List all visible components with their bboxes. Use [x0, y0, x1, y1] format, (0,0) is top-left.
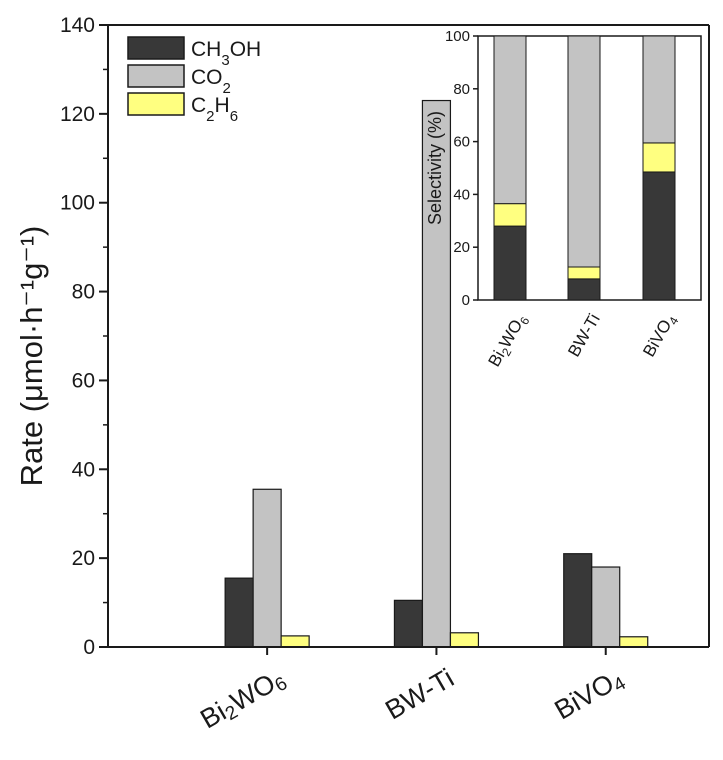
x-category-label: BW-Ti [380, 663, 459, 726]
bar-CH3OH-BiVO4 [563, 553, 593, 648]
inset-y-tick-label: 20 [453, 239, 470, 256]
x-category-label: BiVO4 [550, 663, 631, 729]
y-tick-label: 100 [60, 192, 95, 215]
inset-bar-C2H6-BW-Ti [567, 266, 601, 280]
bar-CO2-BiVO4 [591, 566, 621, 648]
bar-CO2-Bi2WO6 [252, 488, 282, 648]
bar-CH3OH-BW-Ti [393, 599, 424, 648]
y-tick-label: 40 [72, 458, 95, 481]
inset-bar-CH3OH-BiVO4 [642, 171, 676, 301]
y-tick-label: 140 [60, 14, 95, 37]
legend-label-CO2: CO2 [191, 66, 231, 97]
inset-y-tick-label: 80 [453, 81, 470, 98]
y-tick-label: 120 [60, 103, 95, 126]
inset-category-label: BW-Ti [564, 311, 604, 361]
legend-swatch-C2H6 [127, 92, 185, 116]
inset-bar-CO2-BW-Ti [567, 35, 601, 268]
y-tick-label: 0 [83, 636, 95, 659]
inset-y-tick-label: 60 [453, 134, 470, 151]
bar-C2H6-Bi2WO6 [280, 635, 310, 648]
legend-swatch-CH3OH [127, 36, 185, 60]
inset-bar-CH3OH-Bi2WO6 [493, 225, 527, 301]
inset-category-label: Bi2WO6 [485, 310, 533, 371]
bar-C2H6-BiVO4 [619, 636, 649, 648]
y-tick-label: 60 [72, 369, 95, 392]
y-tick-label: 20 [72, 547, 95, 570]
legend-swatch-CO2 [127, 64, 185, 88]
inset-bar-C2H6-BiVO4 [642, 142, 676, 173]
legend-label-C2H6: C2H6 [191, 94, 238, 125]
inset-bar-C2H6-Bi2WO6 [493, 203, 527, 227]
bar-CH3OH-Bi2WO6 [224, 577, 254, 648]
inset-bar-CO2-Bi2WO6 [493, 35, 527, 205]
inset-bar-CH3OH-BW-Ti [567, 278, 601, 301]
y-axis-title: Rate (μmol·h⁻¹g⁻¹) [14, 226, 49, 487]
y-tick-label: 80 [72, 281, 95, 304]
inset-y-tick-label: 100 [445, 28, 470, 45]
legend-label-CH3OH: CH3OH [191, 38, 261, 69]
inset-bar-CO2-BiVO4 [642, 35, 676, 144]
inset-y-axis-title: Selectivity (%) [425, 111, 445, 225]
inset-category-label: BiVO4 [639, 310, 681, 361]
x-category-label: Bi2WO6 [195, 663, 291, 737]
bar-C2H6-BW-Ti [449, 632, 480, 648]
inset-y-tick-label: 0 [462, 292, 470, 309]
inset-y-tick-label: 40 [453, 186, 470, 203]
